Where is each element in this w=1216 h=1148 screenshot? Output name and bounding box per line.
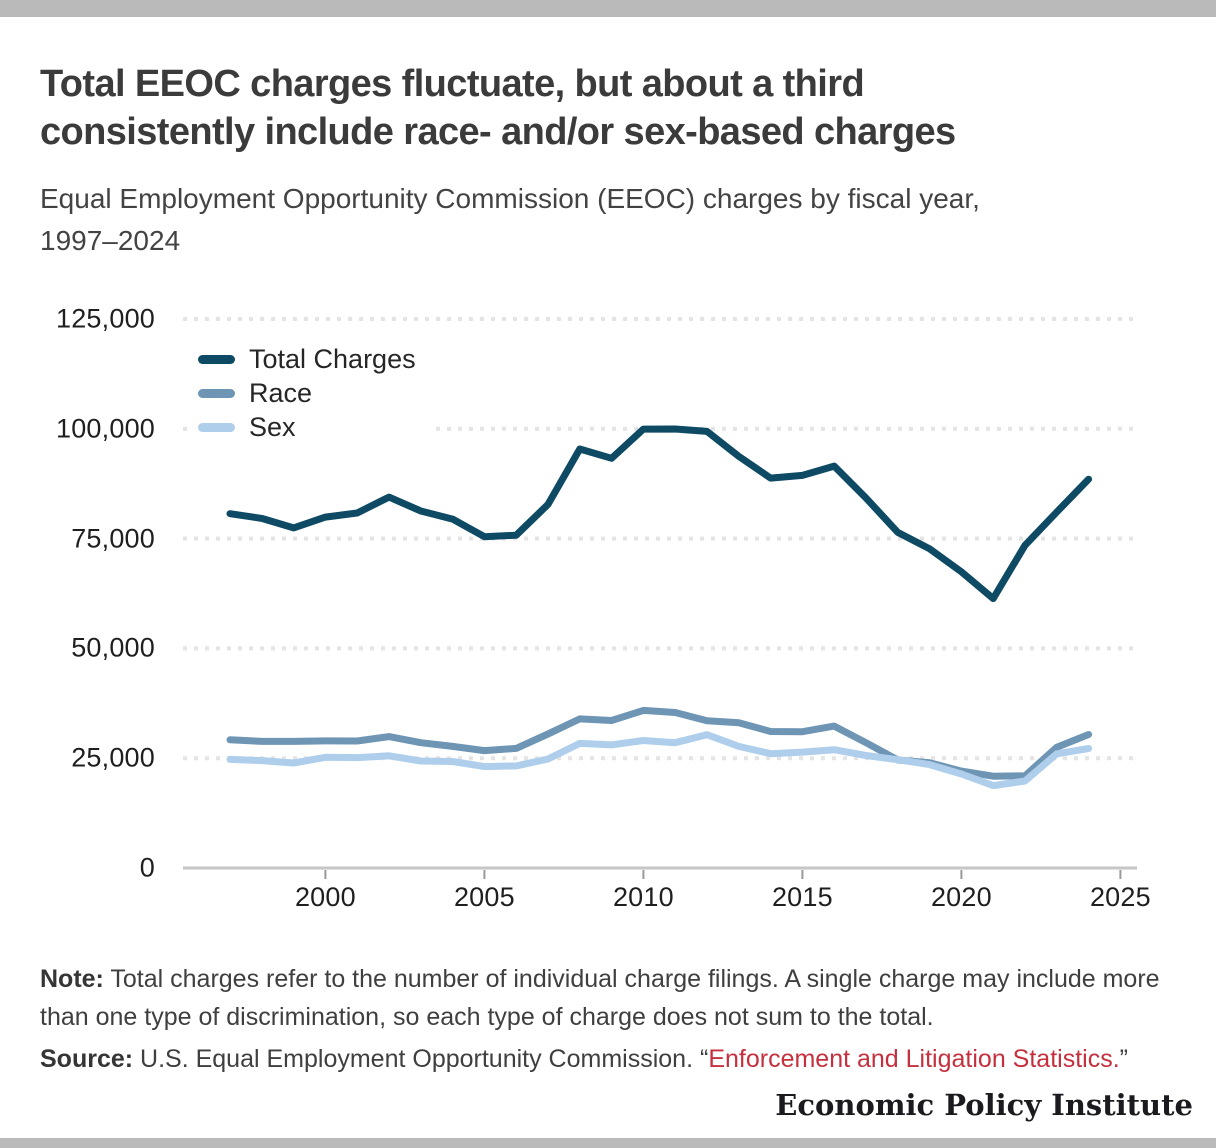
legend-label-total-charges: Total Charges [249,344,416,374]
series-line-sex [226,731,1093,790]
note-body: Total charges refer to the number of ind… [40,965,1160,1031]
legend-label-sex: Sex [249,412,296,442]
legend-label-race: Race [249,378,313,408]
bottom-divider-bar [0,1138,1216,1148]
y-tick-label: 75,000 [71,523,155,554]
source-body: U.S. Equal Employment Opportunity Commis… [133,1045,700,1073]
source-label: Source: [40,1045,134,1073]
series-line-total-charges [226,425,1093,603]
legend-item-sex: Sex [198,412,416,442]
legend-swatch-race [198,389,235,398]
chart-title-line-2: consistently include race- and/or sex-ba… [40,111,956,153]
y-tick-label: 0 [139,852,155,883]
y-tick-label: 25,000 [71,742,155,773]
x-tick-label: 2025 [1089,882,1151,912]
source-text: Source: U.S. Equal Employment Opportunit… [40,1042,1192,1076]
x-tick-label: 2020 [930,882,992,912]
chart-subtitle: Equal Employment Opportunity Commission … [40,178,1170,262]
x-tick-label: 2010 [612,882,674,912]
x-tick-label: 2015 [771,882,833,912]
x-tick-label: 2000 [294,882,356,912]
note-text: Note: Total charges refer to the number … [40,960,1192,1036]
economic-policy-institute-wordmark: Economic Policy Institute [775,1088,1193,1122]
chart-subtitle-line-1: Equal Employment Opportunity Commission … [40,183,980,214]
note-label: Note: [40,965,104,993]
chart-legend: Total Charges Race Sex [190,338,432,449]
legend-swatch-sex [198,423,235,432]
source-close-quote: ” [1119,1045,1128,1073]
y-tick-label: 100,000 [56,413,155,444]
top-divider-bar [0,0,1216,17]
chart-subtitle-line-2: 1997–2024 [40,225,181,256]
y-tick-label: 125,000 [56,303,155,334]
y-tick-label: 50,000 [71,632,155,663]
legend-item-race: Race [198,378,416,408]
x-tick-label: 2005 [453,882,515,912]
chart-title-line-1: Total EEOC charges fluctuate, but about … [40,63,865,105]
legend-swatch-total-charges [198,355,235,364]
legend-item-total-charges: Total Charges [198,344,416,374]
source-open-quote: “ [699,1045,709,1073]
chart-title: Total EEOC charges fluctuate, but about … [40,60,1160,156]
source-link[interactable]: Enforcement and Litigation Statistics. [708,1045,1120,1073]
